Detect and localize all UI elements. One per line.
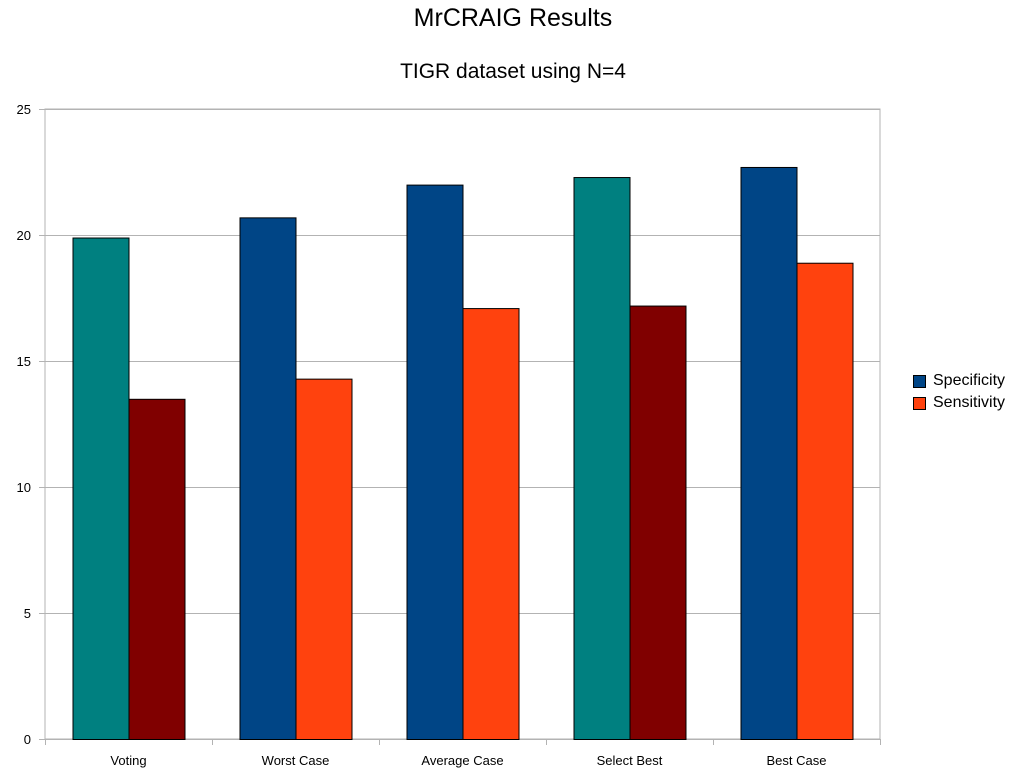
y-tick-label: 10 (17, 480, 31, 495)
legend-swatch-specificity (913, 374, 926, 388)
bar-sensitivity (629, 305, 687, 740)
y-tick-label: 5 (24, 606, 31, 621)
bar-sensitivity (128, 398, 186, 740)
bar-specificity (406, 184, 464, 741)
x-tick-label: Average Case (421, 753, 503, 768)
chart-title: MrCRAIG Results (413, 4, 613, 32)
bar-specificity (740, 166, 798, 740)
bar-specificity (72, 237, 130, 741)
legend-swatch-sensitivity (913, 396, 926, 410)
legend-item-sensitivity: Sensitivity (913, 392, 1005, 414)
y-tick-label: 15 (17, 354, 31, 369)
x-tick-label: Best Case (767, 753, 827, 768)
x-tick-label: Worst Case (262, 753, 330, 768)
bar-specificity (573, 177, 631, 741)
y-tick-label: 0 (24, 732, 31, 747)
legend-item-specificity: Specificity (913, 370, 1005, 392)
x-tick-label: Select Best (597, 753, 663, 768)
legend: Specificity Sensitivity (913, 370, 1005, 414)
bar-specificity (239, 217, 297, 741)
bar-sensitivity (796, 262, 854, 740)
legend-label-specificity: Specificity (933, 372, 1006, 389)
y-tick-label: 25 (17, 102, 31, 117)
bar-sensitivity (295, 378, 353, 740)
y-tick-label: 20 (17, 228, 31, 243)
bar-sensitivity (462, 308, 520, 740)
x-tick-label: Voting (110, 753, 146, 768)
chart-subtitle: TIGR dataset using N=4 (400, 60, 626, 83)
legend-label-sensitivity: Sensitivity (933, 394, 1006, 411)
